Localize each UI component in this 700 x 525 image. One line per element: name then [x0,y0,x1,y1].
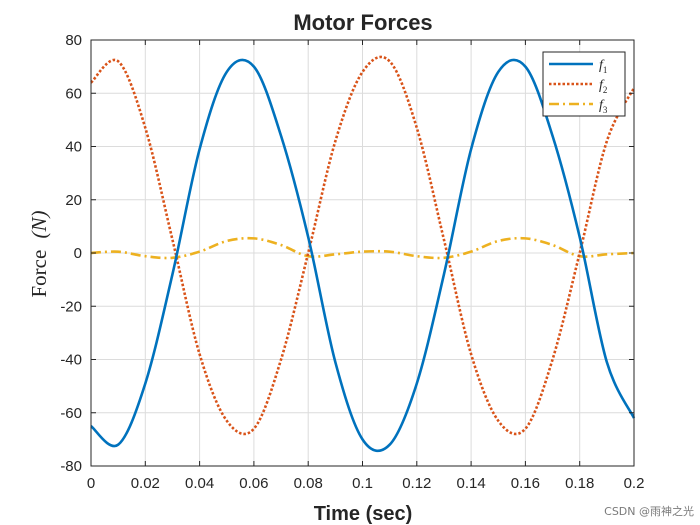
watermark: CSDN @雨神之光 [604,505,694,518]
y-axis-label-unit: (N) [27,210,51,238]
legend-label-base: f [599,58,605,73]
legend-label-f1: f1 [599,58,607,75]
series-line-f2 [90,55,636,436]
y-tick-label: 20 [65,192,82,209]
x-tick-label: 0.12 [402,475,431,492]
legend-label-base: f [599,98,605,113]
x-tick-label: 0.18 [565,475,594,492]
y-tick-label: 0 [74,245,82,262]
tick-labels: 0 0.02 0.04 0.06 0.08 0.1 0.12 0.14 0.16 0.18 0.2 -… [60,32,644,492]
legend-label-subscript: 2 [603,85,608,95]
x-tick-label: 0.04 [185,475,214,492]
x-axis-label: Time (sec) [314,503,413,525]
y-tick-label: 80 [65,32,82,49]
x-tick-label: 0.02 [131,475,160,492]
series-layer [90,55,636,453]
x-tick-label: 0.1 [352,475,373,492]
y-tick-label: -40 [60,352,82,369]
y-tick-label: -60 [60,405,82,422]
y-tick-label: 40 [65,139,82,156]
y-tick-label: -20 [60,298,82,315]
legend-box [542,51,626,117]
y-tick-label: -80 [60,458,82,475]
series-line-f3 [90,236,635,260]
x-tick-label: 0.14 [456,475,485,492]
x-tick-label: 0.2 [624,475,645,492]
ticks [90,39,635,467]
y-tick-label: 60 [65,85,82,102]
legend-label-f3: f3 [599,98,608,115]
y-axis-label-text: Force [27,250,51,298]
legend-label-subscript: 3 [603,105,608,115]
legend-label-base: f [599,78,605,93]
legend-label-subscript: 1 [603,65,608,75]
x-tick-label: 0.16 [511,475,540,492]
series-line-f1 [90,58,636,453]
x-tick-label: 0.06 [239,475,268,492]
x-tick-label: 0 [87,475,95,492]
y-axis-label: Force (N) [27,210,51,297]
x-tick-label: 0.08 [294,475,323,492]
legend-label-f2: f2 [599,78,607,95]
chart-title: Motor Forces [293,10,432,35]
